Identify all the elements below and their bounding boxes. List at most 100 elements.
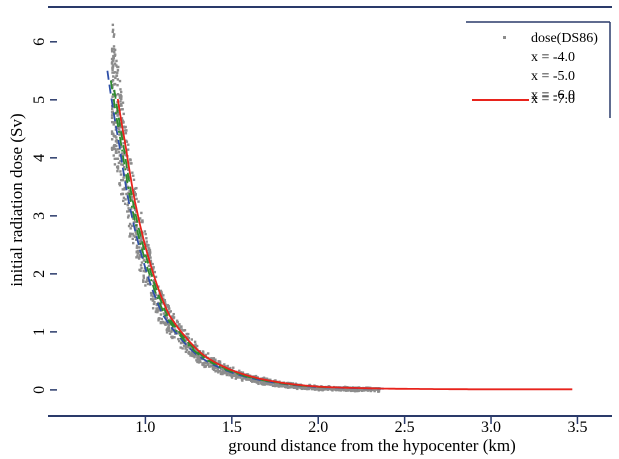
scatter-point (162, 297, 165, 300)
scatter-point (185, 332, 188, 336)
scatter-point (135, 197, 138, 201)
scatter-point (115, 121, 118, 124)
scatter-point (113, 50, 116, 54)
scatter-point (151, 292, 154, 295)
scatter-point (128, 189, 131, 192)
scatter-point (186, 345, 190, 349)
scatter-point (320, 387, 324, 391)
scatter-point (116, 169, 119, 173)
scatter-point (110, 130, 114, 133)
scatter-point (377, 390, 380, 393)
scatter-point (264, 382, 267, 385)
y-tick-label: 3 (31, 212, 48, 220)
scatter-point (229, 366, 232, 370)
scatter-point (111, 30, 114, 34)
scatter-point (179, 341, 183, 345)
scatter-point (121, 108, 124, 111)
scatter-point (172, 312, 175, 316)
scatter-point (160, 302, 163, 305)
scatter-point (117, 161, 121, 165)
scatter-point (112, 134, 115, 137)
scatter-point (238, 369, 241, 373)
scatter-point (201, 362, 205, 365)
scatter-point (131, 216, 135, 219)
scatter-point (134, 231, 137, 234)
scatter-point (232, 373, 235, 377)
scatter-point (122, 141, 125, 145)
scatter-point (146, 282, 150, 286)
scatter-point (223, 363, 226, 366)
scatter-point (262, 382, 265, 385)
scatter-point (308, 383, 311, 387)
scatter-point (220, 371, 223, 374)
scatter-point (123, 165, 126, 169)
scatter-point (116, 114, 119, 117)
scatter-point (119, 90, 123, 94)
scatter-point (228, 373, 231, 377)
scatter-point (264, 377, 267, 380)
scatter-point (188, 352, 191, 356)
scatter-point (186, 342, 189, 345)
scatter-point (193, 353, 196, 357)
scatter-point (303, 385, 306, 389)
scatter-point (144, 232, 147, 236)
scatter-point (213, 358, 217, 362)
scatter-point (121, 163, 124, 167)
scatter-point (158, 317, 161, 320)
scatter-point (189, 354, 192, 357)
scatter-point (114, 140, 118, 143)
scatter-point (137, 200, 140, 203)
scatter-point (120, 179, 123, 182)
scatter-point (182, 344, 186, 347)
scatter-point (162, 321, 165, 325)
scatter-point (139, 264, 143, 267)
scatter-point (142, 280, 145, 283)
scatter-point (115, 151, 118, 154)
scatter-point (203, 362, 206, 365)
scatter-point (111, 66, 115, 69)
scatter-point (119, 144, 123, 148)
scatter-point (125, 192, 128, 196)
scatter-point (117, 111, 120, 115)
scatter-point (122, 176, 125, 179)
scatter-point (132, 234, 135, 237)
scatter-point (123, 186, 126, 190)
scatter-point (295, 386, 299, 390)
y-axis-title: initial radiation dose (Sv) (7, 113, 26, 286)
scatter-point (187, 350, 191, 354)
axis-ticks: 1.0 1.5 2.0 2.5 3.0 3.5 0 1 2 3 4 5 6 (31, 38, 587, 436)
scatter-point (139, 236, 143, 239)
scatter-point (127, 207, 130, 210)
scatter-point (116, 71, 119, 74)
scatter-point (127, 214, 130, 217)
scatter-point (126, 185, 130, 189)
scatter-point (145, 278, 149, 281)
scatter-point (119, 170, 122, 173)
scatter-point (122, 199, 125, 203)
scatter-point (311, 386, 314, 390)
scatter-point (134, 208, 137, 211)
scatter-point (123, 126, 126, 129)
scatter-point (137, 257, 141, 260)
scatter-point (118, 147, 121, 151)
scatter-point (128, 235, 131, 238)
scatter-point (142, 269, 145, 273)
legend-marker-dose (503, 36, 506, 39)
scatter-point (135, 233, 138, 236)
scatter-point (196, 350, 199, 353)
scatter-point (257, 380, 261, 383)
scatter-point (119, 97, 123, 100)
scatter-point (135, 250, 138, 253)
scatter-point (260, 380, 263, 383)
scatter-point (126, 216, 130, 219)
scatter-point (222, 367, 225, 371)
scatter-point (116, 69, 120, 72)
scatter-point (131, 232, 134, 236)
scatter-point (355, 389, 359, 392)
scatter-point (155, 310, 158, 313)
scatter-point (135, 246, 139, 249)
scatter-point (126, 192, 130, 195)
scatter-point (314, 387, 317, 390)
scatter-point (226, 364, 229, 368)
scatter-point (111, 28, 115, 32)
